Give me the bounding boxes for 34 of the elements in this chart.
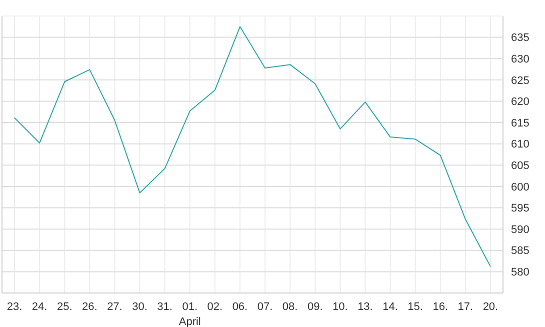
x-tick-label: 08. — [282, 301, 298, 313]
y-tick-label: 605 — [511, 160, 530, 172]
x-tick-label: 24. — [32, 301, 48, 313]
y-tick-label: 610 — [511, 138, 530, 151]
x-tick-label: 06. — [232, 301, 248, 313]
x-tick-label: 31. — [157, 301, 172, 313]
x-tick-label: 14. — [382, 301, 398, 313]
x-tick-label: 15. — [408, 301, 423, 313]
x-tick-label: 17. — [458, 301, 474, 313]
x-tick-label: 25. — [56, 301, 72, 313]
x-tick-label: 07. — [257, 301, 273, 313]
x-tick-label: 30. — [132, 301, 148, 313]
line-series — [14, 26, 491, 268]
x-tick-label: 26. — [82, 301, 98, 313]
x-tick-label: 23. — [6, 301, 22, 313]
y-tick-label: 590 — [511, 224, 530, 236]
y-tick-label: 635 — [511, 32, 530, 44]
x-tick-label: 13. — [358, 301, 373, 313]
x-tick-label: 09. — [307, 301, 323, 313]
x-tick-label: 16. — [432, 301, 448, 313]
x-tick-label: 27. — [107, 301, 122, 313]
y-tick-label: 630 — [511, 53, 530, 66]
y-tick-label: 620 — [511, 96, 530, 108]
y-tick-label: 585 — [511, 245, 530, 258]
x-tick-label: 10. — [332, 301, 348, 313]
y-tick-label: 625 — [511, 74, 530, 87]
x-tick-label: 02. — [207, 301, 223, 313]
text: April — [178, 316, 201, 327]
y-tick-label: 615 — [511, 117, 530, 130]
x-tick-label: 20. — [482, 301, 498, 313]
y-tick-label: 600 — [511, 181, 530, 194]
y-tick-label: 595 — [511, 202, 530, 215]
y-tick-label: 580 — [511, 266, 530, 279]
x-tick-label: 01. — [182, 301, 198, 313]
